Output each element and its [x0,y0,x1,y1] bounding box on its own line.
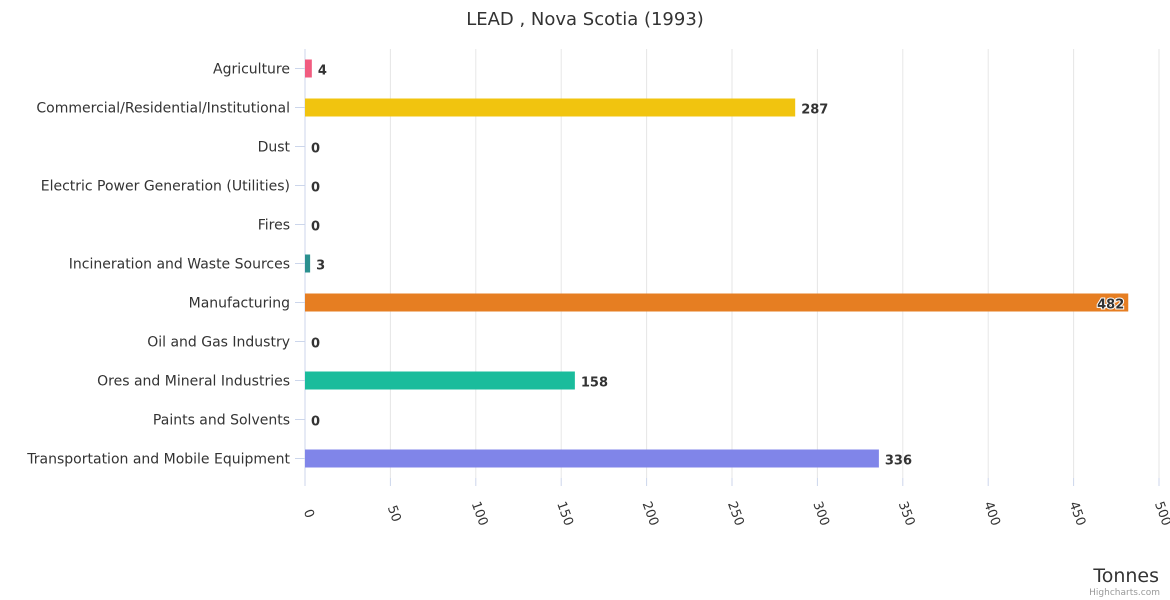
data-label: 0 [311,142,320,157]
bar[interactable] [305,293,1129,312]
tick-label: 400 [980,500,1003,528]
category-label: Paints and Solvents [153,413,290,429]
tick-label: 450 [1066,500,1089,528]
data-label: 0 [311,415,320,430]
data-label: 158 [581,376,608,391]
tick-label: 0 [300,507,317,520]
tick-label: 300 [809,500,832,528]
category-label: Ores and Mineral Industries [97,374,290,390]
bar[interactable] [305,254,311,273]
category-label: Oil and Gas Industry [147,335,290,351]
category-label: Agriculture [213,62,290,78]
category-label: Transportation and Mobile Equipment [26,452,290,468]
category-label: Electric Power Generation (Utilities) [41,179,290,195]
category-labels: Agriculture Commercial/Residential/Instit… [26,62,305,468]
bars [305,59,1129,468]
category-label: Commercial/Residential/Institutional [36,101,290,117]
tick-label: 350 [895,500,918,528]
data-label: 287 [801,103,828,118]
value-axis-title: Tonnes [1092,565,1159,587]
category-label: Dust [258,140,291,156]
value-tick-labels: 0 50 100 150 200 250 300 350 400 450 500 [300,500,1170,528]
credits-link[interactable]: Highcharts.com [1089,588,1160,598]
tick-label: 500 [1151,500,1170,528]
tick-label: 100 [468,500,491,528]
tick-label: 150 [553,500,576,528]
tick-label: 50 [384,503,404,524]
bar[interactable] [305,98,796,117]
tick-label: 200 [639,500,662,528]
grid-lines [304,49,1160,486]
data-label: 0 [311,181,320,196]
category-label: Manufacturing [189,296,290,312]
chart-title: LEAD , Nova Scotia (1993) [466,9,704,30]
data-labels: 4 287 0 0 0 3 482 0 158 0 336 [311,64,1125,469]
tick-label: 250 [724,500,747,528]
bar[interactable] [305,59,312,78]
data-label: 0 [311,337,320,352]
data-label: 336 [885,454,912,469]
category-label: Incineration and Waste Sources [69,257,290,273]
bar[interactable] [305,371,575,390]
category-label: Fires [258,218,290,234]
data-label: 482 [1097,298,1124,313]
bar[interactable] [305,449,879,468]
data-label: 4 [318,64,327,79]
data-label: 0 [311,220,320,235]
data-label: 3 [316,259,325,274]
